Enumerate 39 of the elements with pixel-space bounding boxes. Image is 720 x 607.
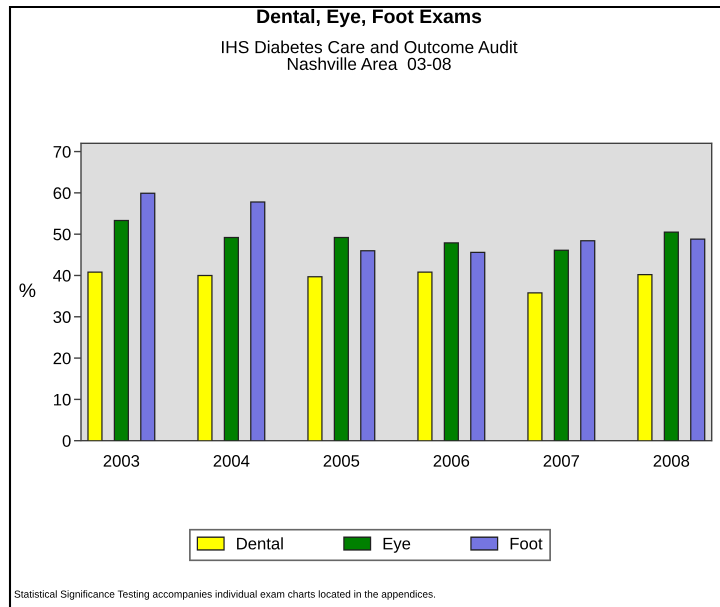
legend-label: Foot xyxy=(510,538,542,550)
bar xyxy=(527,292,543,441)
bar xyxy=(224,236,239,441)
y-tick-label: 40 xyxy=(53,270,71,282)
y-tick-label: 50 xyxy=(53,228,71,240)
bar xyxy=(197,274,213,441)
bar xyxy=(637,274,653,441)
y-axis-title: % xyxy=(19,284,36,298)
legend-label: Dental xyxy=(237,537,283,550)
chart-title: Dental, Eye, Foot Exams xyxy=(257,8,482,28)
legend-label: Eye xyxy=(384,538,410,553)
y-tick-label: 20 xyxy=(54,352,71,364)
y-tick-label: 10 xyxy=(54,394,71,406)
y-tick-label: 0 xyxy=(62,435,71,447)
x-tick-label: 2005 xyxy=(324,455,360,467)
x-tick-label: 2008 xyxy=(654,455,690,467)
y-tick-label: 60 xyxy=(54,187,71,200)
bar xyxy=(690,238,706,441)
text: Statistical Significance Testing accompanies individual exam charts located in the appendices. xyxy=(14,590,436,600)
bar xyxy=(444,242,459,441)
bar xyxy=(307,276,323,441)
bar xyxy=(140,192,156,441)
bar xyxy=(250,201,266,441)
bar xyxy=(334,236,349,441)
chart-subtitle: IHS Diabetes Care and Outcome Audit Nashville Area 03-08 xyxy=(222,40,518,70)
x-tick-label: 2007 xyxy=(544,455,580,467)
bar xyxy=(417,272,433,441)
y-tick-label: 30 xyxy=(53,311,71,323)
bar xyxy=(87,272,103,441)
bar xyxy=(114,220,129,441)
x-tick-label: 2006 xyxy=(434,455,470,467)
x-tick-label: 2004 xyxy=(214,455,250,467)
bar xyxy=(554,250,569,441)
x-tick-label: 2003 xyxy=(104,455,140,467)
y-tick-label: 70 xyxy=(54,146,71,158)
bar xyxy=(470,252,486,441)
bar xyxy=(664,231,679,441)
bar xyxy=(360,250,376,441)
bar xyxy=(580,240,596,441)
